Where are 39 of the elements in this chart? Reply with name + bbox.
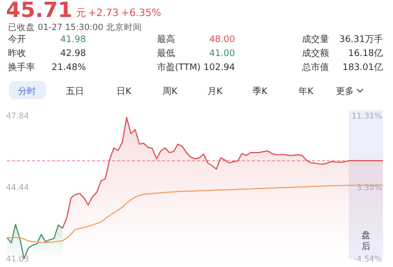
text: 市盈(TTM) [157,62,201,73]
annotation: 盘后 [361,230,370,252]
text: 成交量 [302,34,329,45]
y-tick-label: 44.44 [6,182,29,192]
text: 分时 [18,86,36,97]
text: 183.01亿 [342,62,383,73]
text: 最低 [157,48,175,59]
y-tick-label: 41.03 [6,254,29,264]
text: 36.31万手 [339,34,383,45]
chart-title: 45.71 [6,0,72,22]
y2-tick-label: 3.38% [356,183,382,192]
y2-tick-label: 11.31% [351,112,382,121]
text: 成交额 [302,48,329,59]
text: 季K [252,86,269,97]
text: 今开 [8,34,26,45]
text: 16.18亿 [348,48,383,59]
text: 41.98 [60,35,86,45]
text: 总市值 [301,62,329,73]
text: 42.98 [60,49,86,59]
text: 周K [162,86,179,97]
text: 元 [76,8,86,19]
text: +6.35% [121,8,162,19]
text: 日K [116,87,133,97]
text: 更多 [336,86,354,97]
text: 21.48% [52,63,86,73]
text: +2.73 [88,8,119,19]
text: 已收盘 01-27 15:30:00 北京时间 [8,22,142,33]
text: 五日 [66,87,84,97]
text: 41.00 [209,49,236,59]
text: 昨收 [8,48,26,59]
text: 最高 [157,34,175,45]
line-series [6,184,384,244]
y-tick-label: 47.84 [6,112,29,121]
text: 102.94 [204,63,236,73]
text: 月K [208,87,224,97]
text: 年K [298,86,315,97]
text: 48.00 [209,35,236,45]
y2-tick-label: -4.54% [354,254,382,264]
text: 换手率 [8,62,35,73]
